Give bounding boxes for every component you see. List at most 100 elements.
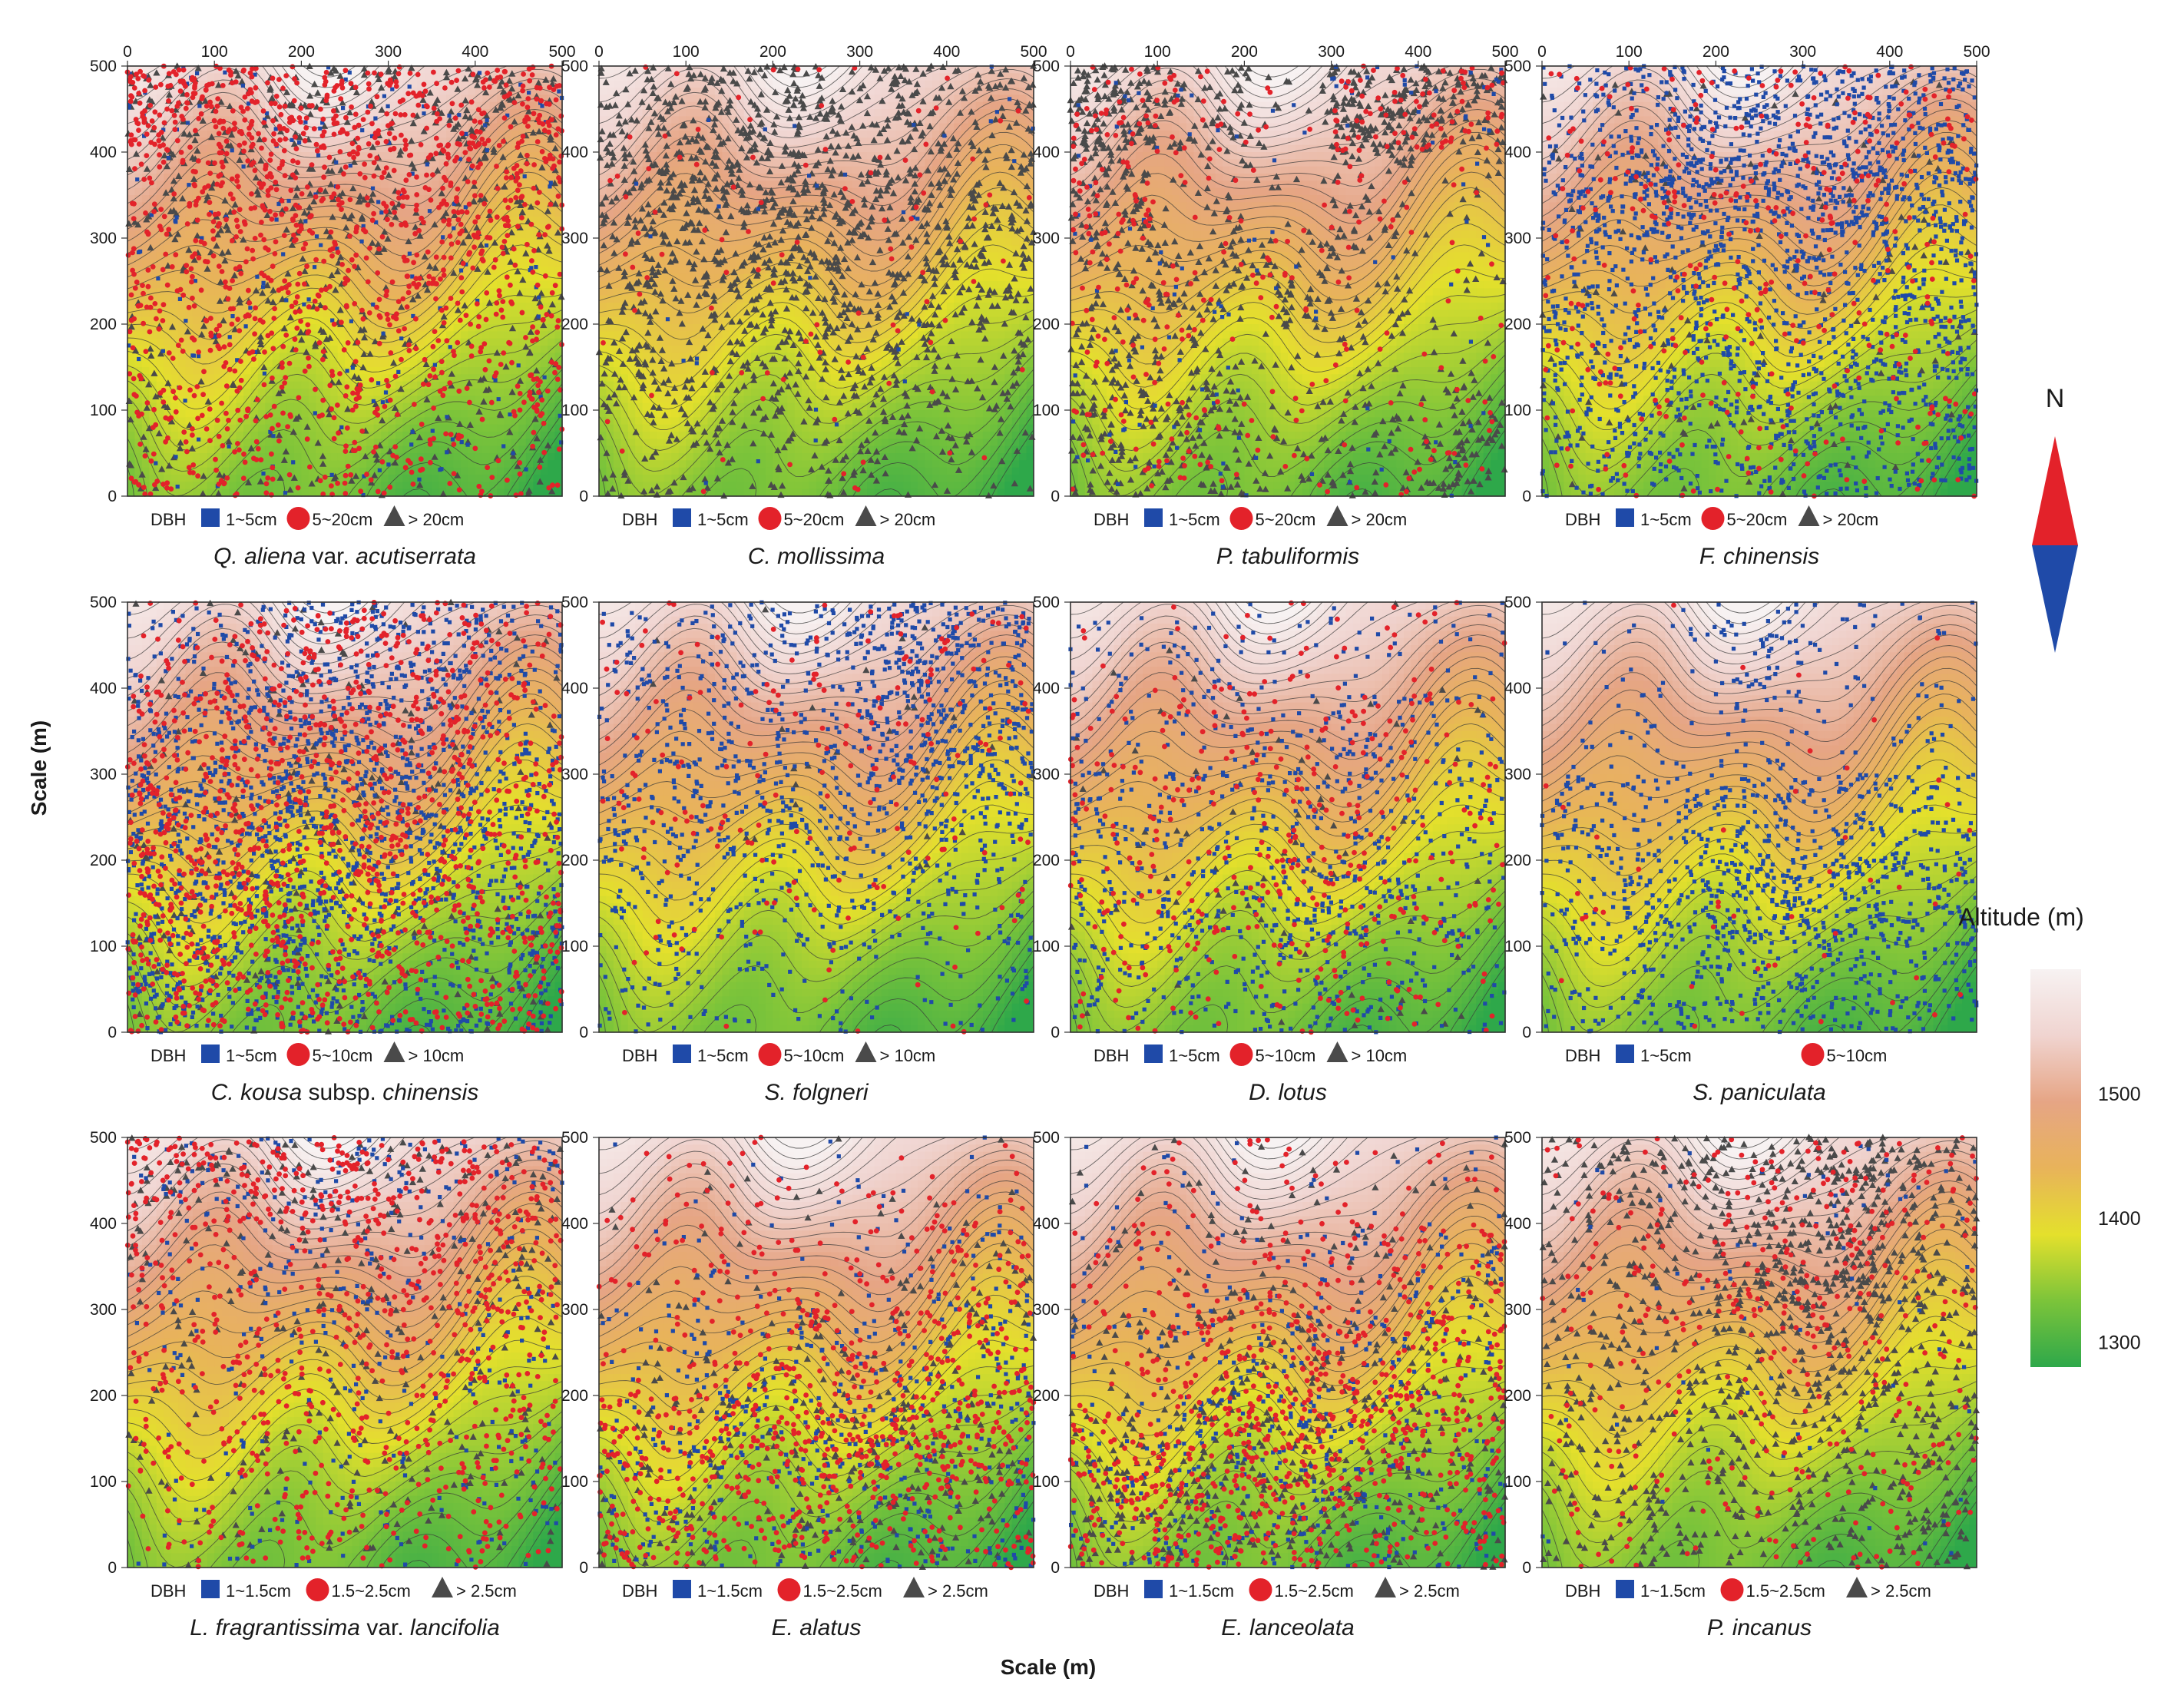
terrain-cell [409,310,418,318]
terrain-cell [308,131,316,138]
terrain-cell [489,195,498,203]
terrain-cell [207,295,215,303]
terrain-cell [257,245,266,253]
terrain-cell [417,80,425,88]
terrain-cell [207,137,215,146]
terrain-cell [482,295,491,303]
terrain-cell [323,144,331,153]
terrain-cell [867,131,875,138]
terrain-cell [323,432,331,439]
terrain-cell [438,482,447,490]
terrain-cell [373,288,382,296]
terrain-cell [722,174,730,181]
terrain-cell [424,488,432,497]
terrain-cell [243,152,251,160]
terrain-cell [460,482,468,490]
terrain-cell [620,202,629,210]
terrain-cell [635,159,644,167]
terrain-cell [345,316,353,325]
terrain-cell [961,152,969,160]
terrain-cell [337,303,346,310]
y-tick-label: 100 [90,402,117,419]
terrain-cell [164,109,172,117]
terrain-cell [1011,88,1020,95]
terrain-cell [265,389,273,396]
terrain-cell [475,288,483,296]
terrain-cell [280,109,288,117]
terrain-cell [852,166,861,174]
terrain-cell [352,94,360,103]
terrain-cell [453,331,462,339]
terrain-cell [395,209,404,217]
terrain-cell [497,331,505,339]
terrain-cell [409,331,418,339]
terrain-cell [809,123,817,131]
terrain-cell [359,402,367,411]
terrain-cell [170,159,179,167]
terrain-cell [838,123,846,131]
terrain-cell [192,209,200,217]
terrain-cell [554,144,563,153]
terrain-cell [671,159,680,167]
terrain-cell [236,116,244,124]
terrain-cell [200,66,208,74]
terrain-cell [293,209,302,217]
terrain-cell [388,424,396,432]
terrain-cell [243,101,251,110]
terrain-cell [243,316,251,325]
terrain-cell [170,73,179,81]
terrain-cell [323,281,331,289]
terrain-cell [671,223,680,232]
terrain-cell [504,303,512,310]
terrain-cell [475,475,483,482]
terrain-cell [236,281,244,289]
terrain-cell [525,381,534,389]
terrain-cell [518,66,527,74]
terrain-cell [381,273,389,282]
terrain-cell [548,66,556,74]
terrain-cell [250,88,259,95]
terrain-cell [229,152,237,160]
terrain-cell [214,410,223,418]
terrain-cell [286,238,295,246]
terrain-cell [265,202,273,210]
terrain-cell [482,174,491,181]
terrain-cell [207,144,215,153]
terrain-cell [236,346,244,353]
terrain-cell [489,66,498,74]
terrain-cell [272,288,280,296]
terrain-cell [548,159,556,167]
terrain-cell [236,202,244,210]
terrain-cell [946,109,955,117]
terrain-cell [395,180,404,189]
terrain-cell [337,66,346,74]
terrain-cell [489,288,498,296]
terrain-cell [272,482,280,490]
terrain-cell [714,223,723,232]
terrain-cell [229,223,237,232]
terrain-cell [366,187,375,196]
terrain-cell [402,80,411,88]
terrain-cell [185,66,194,74]
terrain-cell [424,88,432,95]
terrain-cell [214,424,223,432]
terrain-cell [388,245,396,253]
terrain-cell [613,166,621,174]
terrain-cell [511,187,519,196]
terrain-cell [316,245,324,253]
terrain-cell [134,174,143,181]
terrain-cell [729,88,737,95]
terrain-cell [438,310,447,318]
terrain-cell [627,80,636,88]
terrain-cell [308,488,316,497]
terrain-cell [257,116,266,124]
terrain-cell [373,180,382,189]
terrain-cell [438,80,447,88]
terrain-cell [381,260,389,267]
terrain-cell [134,331,143,339]
terrain-cell [214,166,223,174]
terrain-cell [272,316,280,325]
terrain-cell [149,310,157,318]
terrain-cell [409,137,418,146]
